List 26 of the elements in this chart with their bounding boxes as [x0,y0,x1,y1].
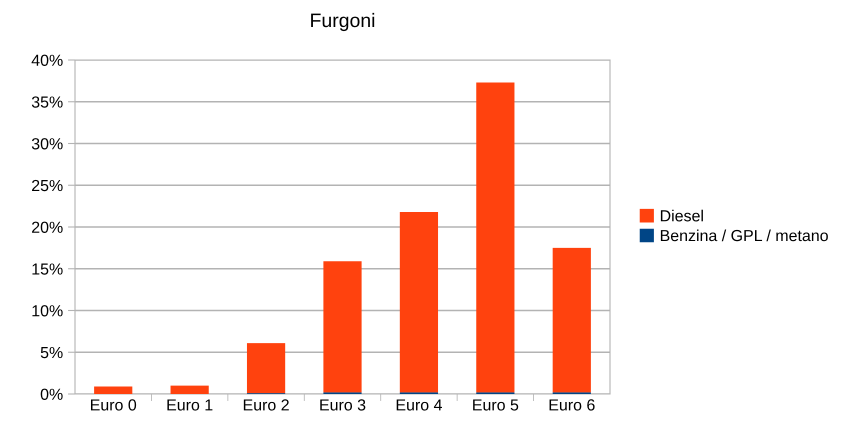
x-tick-label: Euro 5 [473,399,518,411]
bar [552,248,591,392]
x-tick-label: Euro 1 [167,399,212,411]
bar [246,343,286,394]
y-tick-label: 0% [40,388,63,400]
x-tick-label: Euro 4 [396,399,442,411]
legend-label: Diesel [660,210,703,222]
bar [94,386,132,394]
y-tick-label: 30% [32,138,63,150]
bar [323,261,362,392]
bar [170,386,209,394]
y-tick-label: 40% [32,54,63,66]
y-tick-label: 35% [32,96,63,108]
y-tick-label: 25% [32,180,63,192]
x-tick-label: Euro 6 [550,399,595,411]
x-tick-label: Euro 0 [90,399,136,411]
y-tick-label: 5% [40,346,63,358]
chart-title: Furgoni [311,12,374,32]
bar [400,212,438,392]
y-tick-label: 10% [32,305,63,316]
y-tick-label: 15% [32,263,63,275]
x-tick-label: Euro 2 [244,399,289,411]
legend-label: Benzina / GPL / metano [660,229,828,242]
x-tick-label: Euro 3 [320,399,366,411]
y-tick-label: 20% [32,222,63,233]
bar [476,82,514,392]
